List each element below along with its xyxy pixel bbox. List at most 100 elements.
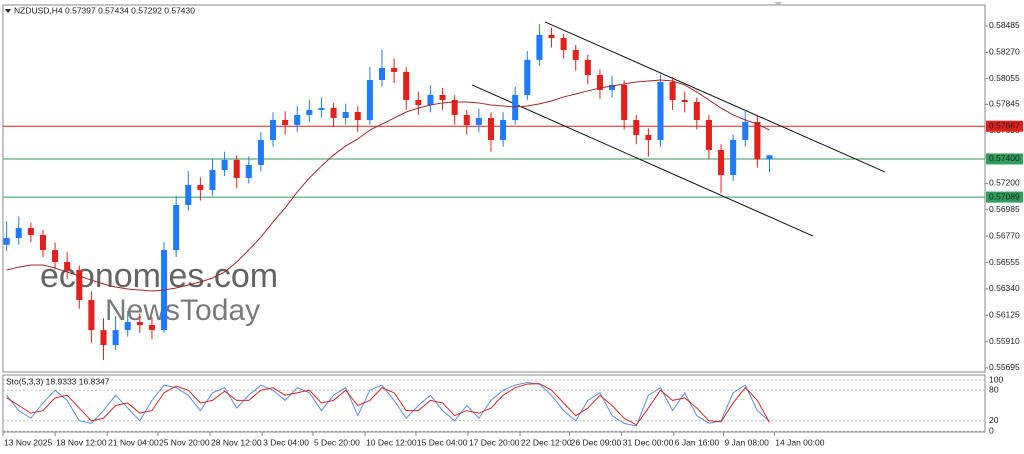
y-tick-label: 0.58485 (989, 20, 1020, 30)
candle-body (269, 119, 277, 140)
candle-body (197, 184, 204, 190)
candle-body (403, 71, 410, 100)
y-tick-label: 0.58055 (989, 73, 1020, 83)
y-tick-label: 0.57845 (989, 99, 1020, 109)
x-tick-label: 17 Dec 20:00 (469, 437, 520, 447)
candle-body (124, 321, 131, 331)
candle-body (584, 59, 591, 75)
y-tick-label: 0.56125 (989, 309, 1020, 319)
x-tick-label: 14 Jan 00:00 (775, 437, 824, 447)
x-tick-label: 26 Dec 09:00 (571, 437, 622, 447)
x-tick-label: 21 Nov 04:00 (108, 437, 159, 447)
x-tick-label: 6 Jan 16:00 (675, 437, 720, 447)
x-tick-label: 13 Nov 2025 (4, 437, 52, 447)
y-tick-label: 80 (989, 384, 999, 394)
x-tick-label: 25 Nov 20:00 (159, 437, 210, 447)
candle-body (209, 169, 216, 190)
price-label: 0.57667 (989, 120, 1020, 130)
candle-body (15, 227, 22, 239)
candle-body (463, 114, 470, 126)
y-tick-label: 0.56555 (989, 257, 1020, 267)
candle-body (524, 59, 531, 95)
trend-line (544, 21, 886, 173)
price-label-box (986, 120, 1023, 132)
candle-body (3, 238, 10, 245)
y-tick-label: 100 (989, 374, 1003, 384)
indicator-title: Sto(5,3,3) 18.9333 16.8347 (6, 376, 110, 386)
shift-marker (774, 2, 782, 6)
candle-body (609, 84, 616, 90)
candle-body (391, 68, 398, 72)
candle-body (294, 114, 301, 126)
candle-body (439, 94, 446, 100)
candle-body (88, 300, 95, 331)
y-tick-label: 0.56985 (989, 204, 1020, 214)
candle-body (185, 184, 192, 206)
price-label: 0.57089 (989, 191, 1020, 201)
candle-body (112, 330, 119, 346)
candle-body (500, 119, 507, 140)
menu-arrow (5, 9, 11, 13)
x-tick-label: 28 Nov 12:00 (211, 437, 262, 447)
candle-body (718, 150, 725, 176)
candle-body (378, 68, 386, 81)
candle-body (475, 118, 482, 126)
candle-body (354, 112, 361, 120)
moving-average (6, 79, 770, 292)
candle-body (669, 81, 676, 100)
candle-body (742, 121, 749, 140)
candle-body (560, 37, 567, 50)
y-tick-label: 0 (989, 425, 994, 435)
candle-body (572, 49, 579, 60)
x-tick-label: 31 Dec 00:00 (623, 437, 674, 447)
y-tick-label: 0.56770 (989, 230, 1020, 240)
candle-body (415, 99, 422, 106)
candle-body (282, 119, 289, 126)
candle-body (330, 107, 337, 119)
candle-body (245, 164, 252, 178)
stoch-line (6, 383, 770, 426)
price-label-box (986, 153, 1023, 165)
y-tick-label: 0.55910 (989, 336, 1020, 346)
candle-body (100, 330, 107, 346)
watermark: economies.com (40, 257, 278, 295)
candle-body (645, 134, 652, 140)
candle-body (52, 250, 59, 263)
candle-body (27, 227, 34, 235)
candle-body (766, 155, 773, 160)
candle-body (318, 107, 325, 110)
x-tick-label: 5 Dec 20:00 (314, 437, 360, 447)
candle-body (39, 234, 46, 251)
candle-body (730, 139, 737, 176)
candle-body (621, 84, 628, 120)
candle-body (451, 99, 458, 115)
candle-body (681, 99, 688, 102)
candle-body (705, 119, 712, 151)
stoch-line (6, 382, 770, 427)
candle-body (64, 262, 71, 271)
x-tick-label: 9 Jan 08:00 (724, 437, 769, 447)
x-tick-label: 10 Dec 12:00 (366, 437, 417, 447)
candle-body (306, 109, 313, 115)
price-label: 0.57400 (989, 153, 1020, 163)
y-tick-label: 0.58270 (989, 47, 1020, 57)
x-tick-label: 3 Dec 04:00 (263, 437, 309, 447)
candle-body (342, 112, 349, 119)
trend-line (471, 84, 814, 237)
candle-body (536, 34, 543, 60)
candle-body (693, 101, 700, 120)
y-tick-label: 20 (989, 415, 999, 425)
candle-body (754, 121, 761, 160)
y-tick-label: 0.55695 (989, 362, 1020, 372)
candle-body (148, 325, 155, 331)
candle-body (657, 81, 664, 140)
y-tick-label: 0.56340 (989, 283, 1020, 293)
watermark: NewsToday (105, 294, 260, 327)
candle-body (136, 321, 143, 326)
candle-body (221, 159, 228, 170)
chart-title: NZDUSD,H4 0.57397 0.57434 0.57292 0.5743… (14, 5, 195, 15)
main-panel (2, 4, 986, 373)
